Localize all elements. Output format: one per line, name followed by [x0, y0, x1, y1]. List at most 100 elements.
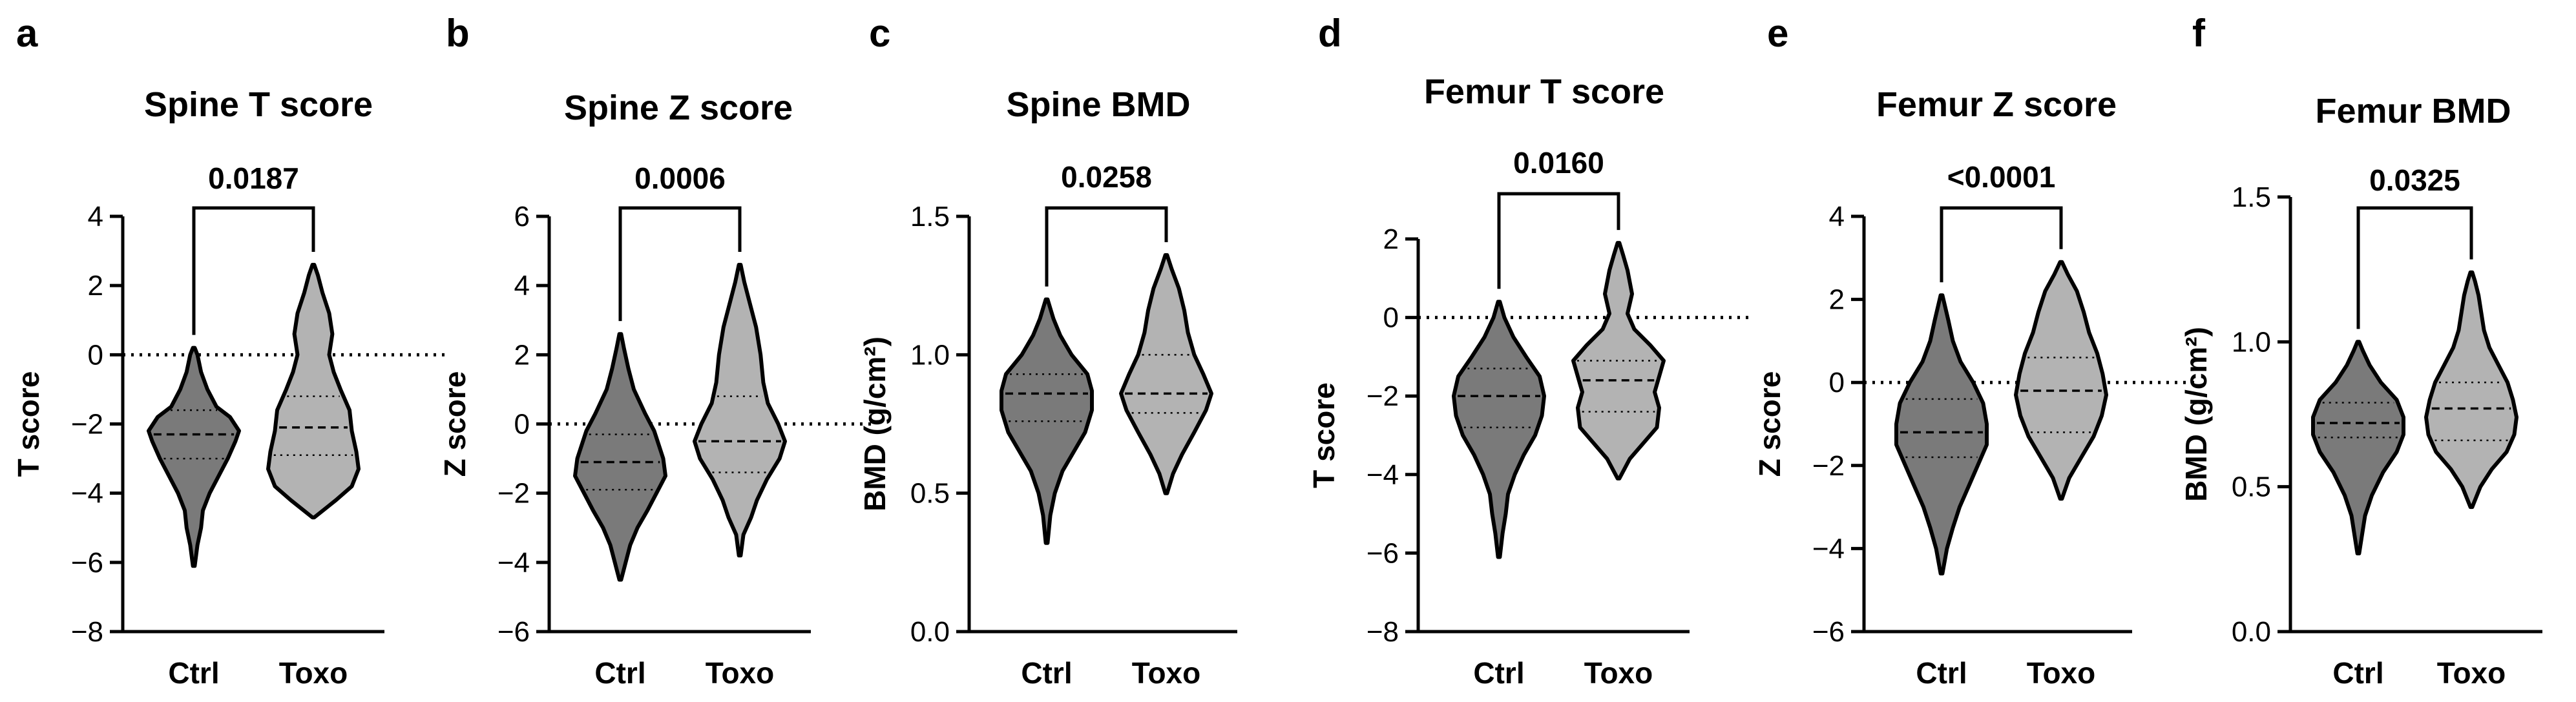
x-category-label: Toxo [706, 656, 774, 690]
violin-body [693, 263, 787, 558]
panel-d: d Femur T score 2 0 −2 −4 −6 −8 T score Ctrl Toxo 0… [1307, 12, 1754, 690]
y-tick-label: 2 [1383, 223, 1399, 255]
x-category-label: Toxo [279, 656, 348, 690]
violin-toxo [2014, 260, 2108, 501]
violin-body [1119, 253, 1213, 495]
panel-letter: f [2192, 12, 2206, 55]
significance-bracket [1045, 206, 1168, 287]
violin-ctrl [1000, 297, 1094, 545]
violin-body [147, 346, 241, 568]
violin-body [2424, 270, 2518, 510]
x-category-label: Toxo [2027, 656, 2095, 690]
significance-bracket [618, 206, 742, 322]
panel-letter: e [1767, 12, 1788, 55]
y-tick-label: 0.5 [910, 478, 950, 510]
violin-toxo [693, 263, 787, 558]
panel-b: b Spine Z score 6 4 2 0 −2 −4 −6 Z score Ctrl Toxo 0… [438, 12, 875, 690]
violin-ctrl [2311, 340, 2405, 555]
y-tick-label: 1.0 [2232, 326, 2271, 358]
p-value-label: <0.0001 [1947, 160, 2056, 194]
violin-body [1000, 297, 1094, 545]
chart-title: Femur Z score [1876, 85, 2117, 124]
violin-body [1894, 293, 1989, 575]
x-category-label: Ctrl [1473, 656, 1524, 690]
significance-bracket [1940, 206, 2063, 283]
y-axis-label: T score [1307, 382, 1341, 488]
y-tick-label: 0 [88, 339, 103, 371]
y-tick-label: −4 [497, 547, 530, 579]
y-tick-label: −6 [1367, 537, 1399, 569]
x-category-label: Ctrl [168, 656, 219, 690]
violin-body [2311, 340, 2405, 555]
significance-bracket [2356, 206, 2473, 329]
y-tick-label: 0.5 [2232, 471, 2271, 503]
x-category-label: Ctrl [2332, 656, 2383, 690]
significance-bracket [1497, 192, 1620, 289]
y-tick-label: −2 [497, 478, 530, 510]
violin-toxo [266, 263, 361, 520]
y-tick-label: 0.0 [2232, 616, 2271, 648]
y-tick-label: −6 [497, 616, 530, 648]
panel-e: e Femur Z score 4 2 0 −2 −4 −6 Z score Ctrl Toxo <0… [1753, 12, 2197, 690]
y-axis-label: BMD (g/cm²) [858, 336, 892, 511]
panel-f: f Femur BMD 1.5 1.0 0.5 0.0 BMD (g/cm²) Ctrl Tox… [2179, 12, 2542, 690]
y-tick-label: 0 [1383, 302, 1399, 334]
chart-title: Femur T score [1424, 72, 1664, 111]
violin-body [266, 263, 361, 520]
panel-c: c Spine BMD 1.5 1.0 0.5 0.0 BMD (g/cm²) Ctrl Tox… [858, 12, 1237, 690]
significance-bracket [192, 206, 315, 335]
x-category-label: Toxo [2437, 656, 2506, 690]
y-tick-label: 4 [88, 201, 103, 232]
panel-a: a Spine T score 4 2 0 −2 −4 −6 −8 T score Ctrl Toxo… [12, 12, 449, 690]
y-tick-label: 1.0 [910, 339, 950, 371]
panel-letter: d [1318, 12, 1342, 55]
y-tick-label: 1.5 [2232, 181, 2271, 213]
violin-body [1571, 241, 1666, 480]
y-axis-label: BMD (g/cm²) [2179, 327, 2213, 502]
y-tick-label: 0 [514, 409, 530, 440]
x-category-label: Toxo [1132, 656, 1200, 690]
violin-body [2014, 260, 2108, 501]
chart-title: Spine Z score [564, 88, 793, 127]
panel-letter: a [16, 12, 38, 55]
y-axis-label: Z score [1753, 371, 1786, 477]
x-category-label: Toxo [1584, 656, 1653, 690]
violin-ctrl [1452, 300, 1546, 559]
y-tick-label: −4 [1812, 533, 1845, 564]
violin-toxo [1119, 253, 1213, 495]
y-tick-label: 1.5 [910, 201, 950, 232]
p-value-label: 0.0325 [2369, 163, 2460, 197]
violin-ctrl [573, 332, 667, 582]
y-tick-label: −2 [71, 409, 103, 440]
y-tick-label: −8 [71, 616, 103, 648]
y-tick-label: 2 [514, 339, 530, 371]
y-axis-label: T score [12, 371, 45, 477]
violin-toxo [1571, 241, 1666, 480]
y-tick-label: −6 [71, 547, 103, 579]
chart-title: Femur BMD [2315, 92, 2511, 130]
y-tick-label: 4 [1829, 201, 1845, 232]
violin-ctrl [147, 346, 241, 568]
y-tick-label: 0 [1829, 367, 1845, 398]
y-tick-label: −2 [1812, 450, 1845, 482]
y-axis-label: Z score [438, 371, 472, 477]
y-tick-label: 2 [1829, 284, 1845, 316]
violin-toxo [2424, 270, 2518, 510]
chart-title: Spine BMD [1006, 85, 1190, 124]
x-category-label: Ctrl [594, 656, 645, 690]
p-value-label: 0.0160 [1513, 146, 1604, 180]
y-tick-label: −8 [1367, 616, 1399, 648]
violin-body [1452, 300, 1546, 559]
y-tick-label: −6 [1812, 616, 1845, 648]
p-value-label: 0.0187 [208, 161, 299, 195]
y-tick-label: −4 [1367, 459, 1399, 491]
panel-letter: c [869, 12, 890, 55]
violin-body [573, 332, 667, 582]
y-tick-label: 6 [514, 201, 530, 232]
y-tick-label: −4 [71, 478, 103, 510]
p-value-label: 0.0006 [634, 161, 726, 195]
y-tick-label: 0.0 [910, 616, 950, 648]
panel-letter: b [446, 12, 470, 55]
x-category-label: Ctrl [1916, 656, 1967, 690]
